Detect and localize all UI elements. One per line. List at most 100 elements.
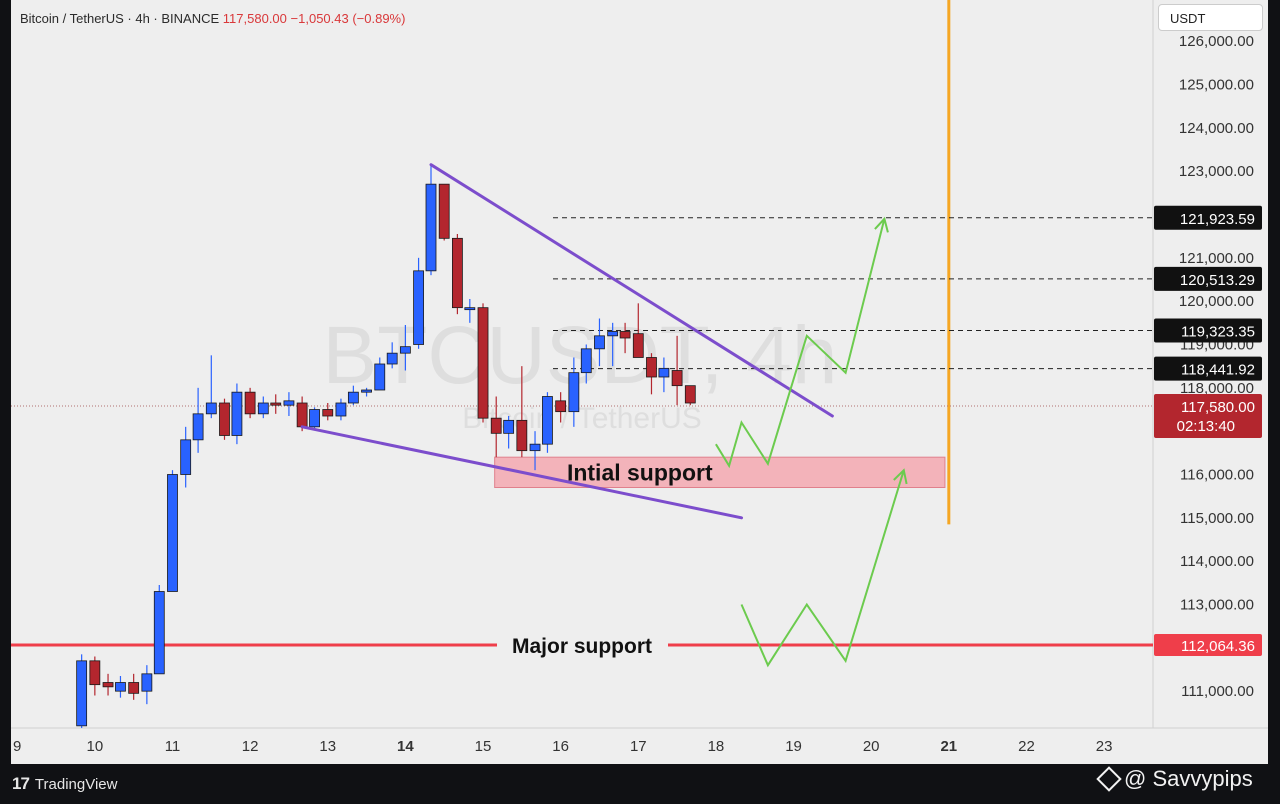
level-price-badge	[1154, 205, 1262, 230]
candle-body	[632, 333, 644, 358]
candle-body	[399, 346, 411, 354]
y-tick-label: 115,000.00	[1180, 510, 1254, 527]
candle-body	[594, 335, 605, 350]
watermark-name: Bitcoin / TetherUS	[462, 402, 702, 435]
x-tick-label: 20	[863, 738, 880, 755]
candle-body	[490, 417, 502, 434]
x-tick-label: 18	[708, 738, 725, 755]
candle-body	[322, 409, 334, 417]
symbol-title: Bitcoin / TetherUS · 4h · BINANCE	[20, 11, 220, 26]
candle-body	[671, 370, 683, 387]
header-price: 117,580.00	[222, 11, 287, 26]
candle-body	[296, 402, 308, 428]
author-handle: @ Savvypips	[1124, 766, 1253, 791]
y-tick-label: 114,000.00	[1180, 553, 1254, 570]
level-price-badge	[1154, 356, 1262, 381]
candle-body	[141, 673, 153, 692]
candle-body	[580, 348, 592, 374]
major-support-price-label: 112,064.36	[1181, 638, 1255, 655]
x-tick-label: 23	[1096, 738, 1113, 755]
x-tick-label: 19	[785, 738, 802, 755]
candle-body	[542, 396, 553, 445]
level-price-label: 119,323.35	[1181, 323, 1255, 340]
candle-body	[309, 409, 320, 428]
level-price-badge	[1154, 266, 1262, 291]
candle-body	[347, 391, 359, 404]
header-change: −1,050.43 (−0.89%)	[290, 11, 406, 26]
candle-body	[115, 682, 126, 692]
x-tick-label: 11	[165, 738, 181, 755]
x-tick-label: 15	[475, 738, 492, 755]
candle-body	[335, 402, 347, 417]
x-tick-label: 21	[940, 738, 957, 755]
projection-path	[715, 218, 886, 469]
candle-body	[128, 682, 140, 694]
candle-body	[361, 389, 372, 393]
x-tick-label: 13	[319, 738, 336, 755]
candle-body	[270, 402, 282, 406]
tradingview-branding[interactable]: 17 TradingView	[12, 774, 117, 794]
currency-button[interactable]: USDT	[1158, 4, 1263, 31]
projection-arrowhead	[874, 216, 889, 233]
candle-body	[464, 307, 476, 311]
candle-body	[503, 419, 515, 434]
candle-body	[231, 391, 243, 436]
y-tick-label: 116,000.00	[1180, 467, 1254, 484]
y-tick-label: 126,000.00	[1179, 33, 1254, 50]
level-price-label: 118,441.92	[1181, 362, 1255, 379]
level-price-label: 121,923.59	[1180, 211, 1255, 228]
y-tick-label: 118,000.00	[1180, 380, 1254, 397]
chart-header: Bitcoin / TetherUS · 4h · BINANCE 117,58…	[20, 11, 405, 26]
projection-arrowhead	[893, 468, 908, 485]
candle-body	[89, 660, 101, 686]
candle-body	[619, 331, 631, 339]
major-support-price-badge	[1154, 634, 1262, 657]
x-tick-label: 16	[552, 738, 569, 755]
projection-path	[740, 469, 905, 668]
candle-body	[425, 183, 437, 272]
level-price-label: 120,513.29	[1180, 272, 1255, 289]
y-tick-label: 124,000.00	[1179, 120, 1254, 137]
y-tick-label: 113,000.00	[1180, 597, 1254, 614]
y-tick-label: 125,000.00	[1179, 77, 1254, 94]
y-tick-label: 120,000.00	[1179, 293, 1254, 310]
candle-body	[102, 682, 114, 688]
candle-body	[219, 402, 230, 436]
current-price-badge	[1154, 394, 1262, 439]
candle-body	[192, 413, 204, 441]
candle-body	[555, 400, 567, 413]
tradingview-logo-icon: 17	[12, 774, 30, 793]
major-support-label: Major support	[512, 635, 652, 658]
watermark-symbol: BTCUSDT, 4h	[323, 310, 838, 401]
candle-body	[244, 391, 256, 415]
candle-body	[76, 660, 88, 727]
initial-support-label: Intial support	[567, 459, 713, 485]
chart-marks: 111,000.00 113,000.00 114,000.00 115,000.00…	[11, 0, 1262, 755]
y-tick-label: 121,000.00	[1179, 250, 1254, 267]
time-scale-background	[11, 728, 1268, 764]
candle-body	[607, 331, 619, 337]
diamond-logo-icon	[1096, 766, 1122, 792]
initial-support-zone	[494, 456, 946, 488]
candle-body	[684, 385, 696, 404]
candle-body	[658, 367, 670, 378]
candle-body	[516, 419, 528, 452]
x-tick-label: 10	[87, 738, 104, 755]
candle-body	[374, 363, 386, 391]
x-tick-label: 9	[13, 738, 21, 755]
author-watermark: @ Savvypips	[1096, 766, 1253, 792]
candle-body	[386, 352, 398, 365]
candle-body	[413, 270, 424, 345]
candle-body	[205, 402, 217, 415]
candle-body	[438, 183, 450, 239]
candle-body	[646, 357, 657, 378]
candle-body	[180, 439, 192, 475]
tradingview-label: TradingView	[34, 775, 118, 793]
current-price-label: 117,580.00	[1181, 399, 1255, 416]
trendline	[300, 425, 744, 520]
x-tick-label: 12	[242, 738, 259, 755]
trendline	[429, 163, 834, 418]
candle-body	[477, 307, 489, 419]
